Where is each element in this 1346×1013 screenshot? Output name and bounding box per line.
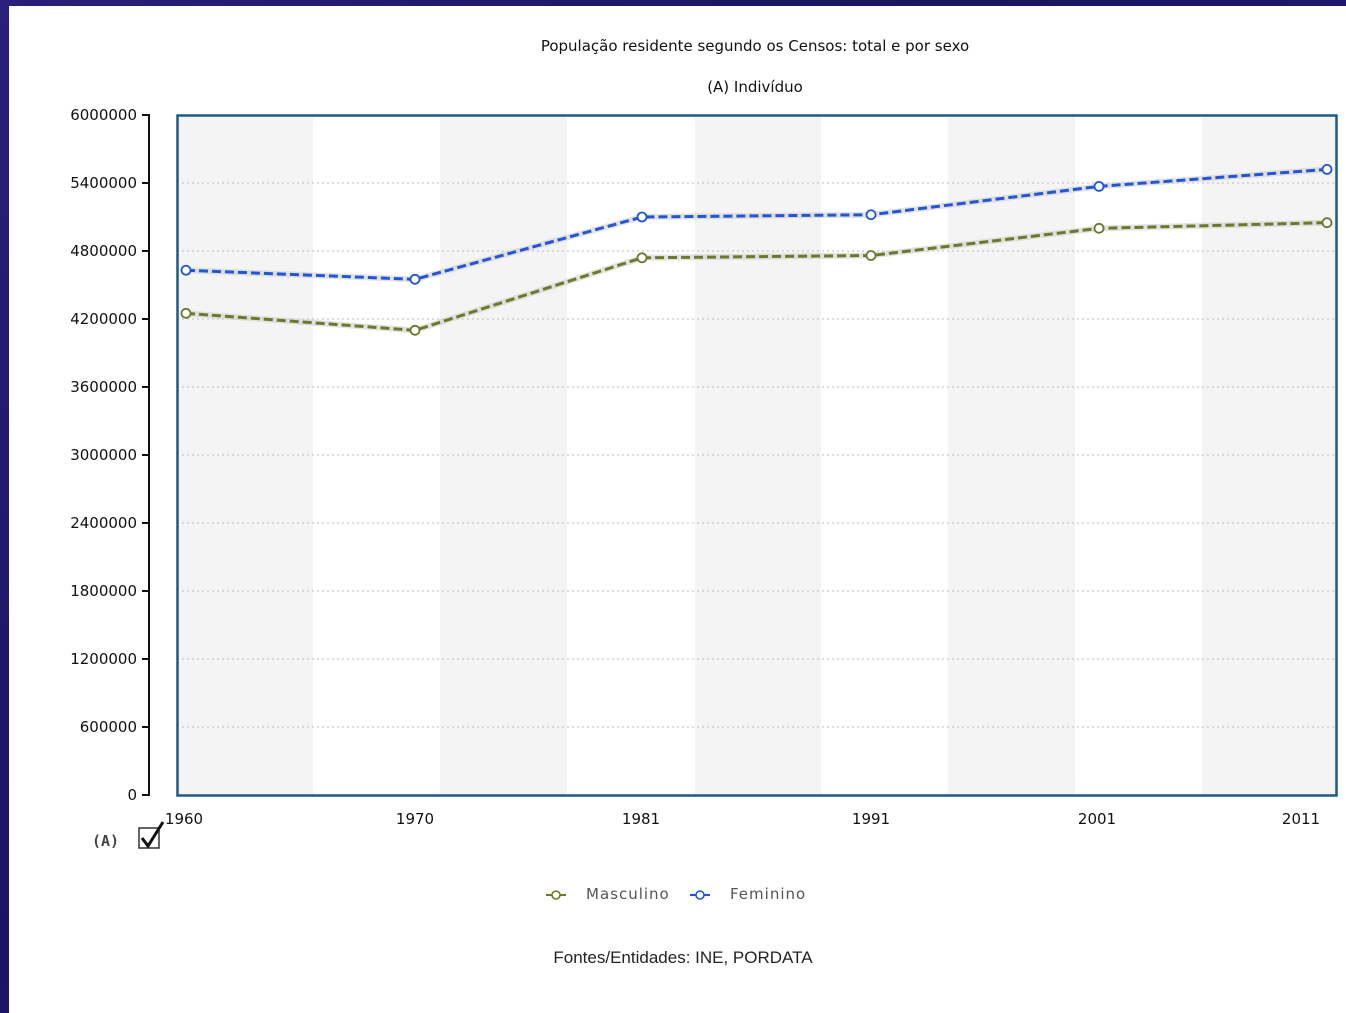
y-tick-label: 6000000 — [70, 106, 137, 124]
x-tick-label: 2001 — [1078, 810, 1116, 828]
y-tick-label: 3600000 — [70, 378, 137, 396]
y-tick-label: 3000000 — [70, 446, 137, 464]
data-point — [1321, 217, 1333, 229]
series-toggle-label: (A) — [92, 832, 119, 850]
series-line-masculino — [185, 221, 1328, 332]
data-point — [636, 211, 648, 223]
y-tick-label: 600000 — [80, 718, 137, 736]
y-tick-label: 4800000 — [70, 242, 137, 260]
y-tick-label: 1200000 — [70, 650, 137, 668]
y-tick-label: 1800000 — [70, 582, 137, 600]
chart-title: População residente segundo os Censos: t… — [541, 37, 969, 55]
y-tick-label: 5400000 — [70, 174, 137, 192]
legend: Masculino Feminino — [546, 885, 806, 903]
legend-swatch-marker — [551, 890, 561, 900]
data-point — [180, 264, 192, 276]
y-tick-label: 2400000 — [70, 514, 137, 532]
source-note: Fontes/Entidades: INE, PORDATA — [553, 948, 813, 967]
y-tick-label: 4200000 — [70, 310, 137, 328]
data-point — [636, 252, 648, 264]
chart-subtitle: (A) Indivíduo — [707, 78, 803, 96]
data-point — [1321, 163, 1333, 175]
x-tick-label: 1991 — [852, 810, 890, 828]
y-tick-label: 0 — [127, 786, 137, 804]
x-axis: 1960 1970 1981 1991 2001 2011 — [165, 810, 1320, 828]
line-chart: População residente segundo os Censos: t… — [70, 37, 1338, 967]
x-tick-label: 2011 — [1282, 810, 1320, 828]
legend-label: Feminino — [730, 885, 806, 903]
series-line-feminino — [185, 167, 1328, 281]
x-tick-label: 1960 — [165, 810, 203, 828]
chart-panel: População residente segundo os Censos: t… — [9, 6, 1346, 1013]
legend-label: Masculino — [586, 885, 670, 903]
data-point — [409, 324, 421, 336]
y-axis: 0 600000 1200000 1800000 2400000 3000000 36000… — [70, 106, 150, 804]
checkbox-checked-icon[interactable] — [138, 821, 165, 849]
data-point — [865, 250, 877, 261]
background-band — [177, 115, 313, 795]
data-point — [180, 307, 192, 319]
series-group — [180, 163, 1333, 336]
x-tick-label: 1981 — [622, 810, 660, 828]
legend-swatch-marker — [695, 890, 705, 900]
data-point — [409, 273, 421, 285]
data-point — [1093, 180, 1105, 192]
plot-frame — [176, 114, 1338, 797]
data-point — [1093, 222, 1105, 234]
data-point — [865, 209, 877, 221]
x-tick-label: 1970 — [396, 810, 434, 828]
